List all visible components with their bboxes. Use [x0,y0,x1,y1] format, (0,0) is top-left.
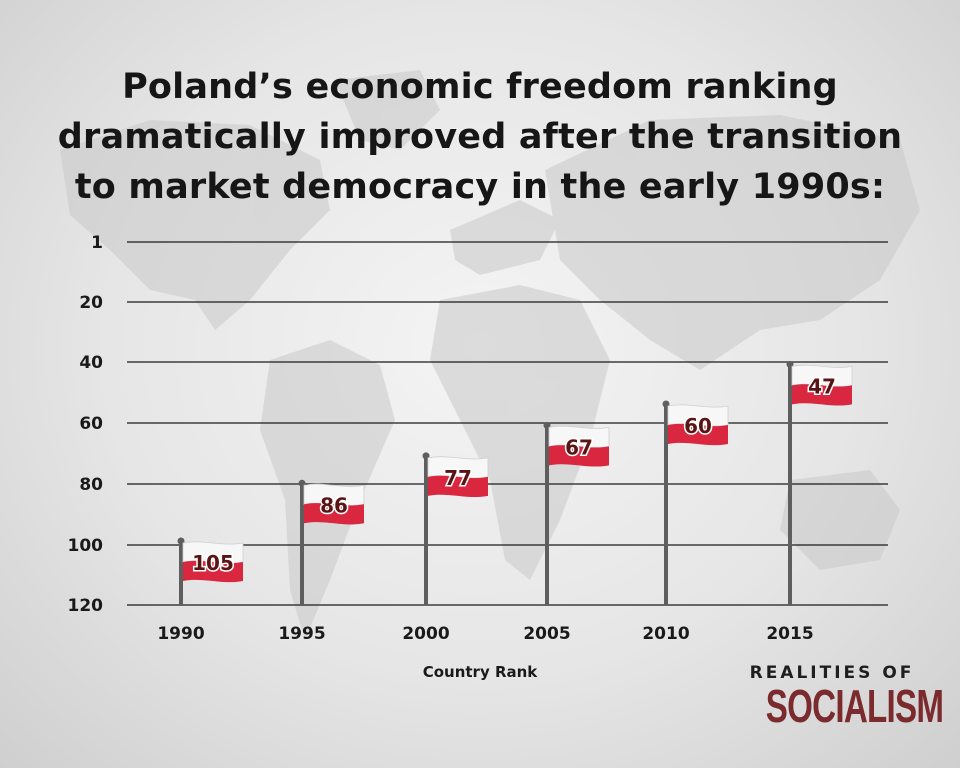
y-tick-label: 60 [79,414,103,434]
x-tick-labels: 1990 1995 2000 2005 2010 2015 [157,624,813,644]
data-label: 105 [192,551,234,575]
x-tick-label: 1995 [278,624,325,644]
chart-title: Poland’s economic freedom ranking dramat… [0,62,960,212]
flag-marks: 105 86 77 67 60 47 [177,360,853,605]
chart-title-line-2: dramatically improved after the transiti… [57,117,903,157]
data-label: 77 [444,466,472,490]
data-label: 60 [684,414,712,438]
flag-mark-2000: 77 [422,452,489,605]
x-tick-label: 2015 [766,624,813,644]
y-tick-label: 20 [79,293,103,313]
chart-title-line-1: Poland’s economic freedom ranking [122,67,838,107]
flag-mark-2010: 60 [662,400,729,605]
data-label: 47 [808,374,836,398]
y-tick-label: 1 [91,233,103,253]
flag-red-stripe [549,445,609,467]
data-label: 67 [565,435,593,459]
flag-red-stripe [428,475,488,498]
brand-logo-main: SOCIALISM [765,680,944,732]
gridlines [127,241,888,606]
x-tick-label: 2010 [642,624,689,644]
chart-title-line-3: to market democracy in the early 1990s: [74,167,886,207]
x-axis-label: Country Rank [422,663,538,681]
flag-red-stripe [304,503,364,525]
y-tick-label: 120 [68,596,104,616]
flag-red-stripe [183,560,243,583]
flag-red-stripe [792,384,852,406]
flag-mark-1995: 86 [298,479,365,605]
flag-mark-2005: 67 [543,421,610,605]
x-tick-label: 2000 [402,624,449,644]
y-tick-label: 80 [79,475,103,495]
data-label: 86 [320,493,348,517]
x-tick-label: 1990 [157,624,204,644]
x-tick-label: 2005 [523,624,570,644]
flag-red-stripe [668,423,728,446]
flag-mark-2015: 47 [786,360,853,605]
y-tick-label: 40 [79,353,103,373]
brand-logo-top: REALITIES OF [749,663,915,683]
flag-mark-1990: 105 [177,537,244,605]
y-tick-label: 100 [68,536,104,556]
